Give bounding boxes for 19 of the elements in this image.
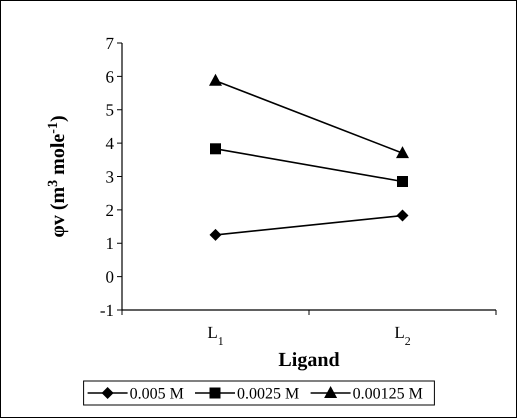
y-tick-label: 4	[106, 134, 114, 154]
y-tick-label: 2	[106, 200, 114, 220]
point	[397, 176, 408, 188]
legend-label: 0.0025 M	[237, 386, 300, 403]
legend-label: 0.005 M	[130, 386, 184, 403]
y-tick-label: 1	[106, 234, 114, 254]
y-tick-label: 7	[106, 34, 114, 53]
x-tick-label: L$_{1}$	[207, 323, 224, 348]
point	[210, 228, 222, 241]
x-tick-label: L$_{2}$	[394, 323, 411, 348]
point	[210, 143, 221, 154]
y-tick-label: 6	[106, 67, 114, 86]
y-tick-label: 5	[106, 100, 114, 120]
y-tick-label: -1	[100, 300, 114, 320]
y-tick-label: 3	[106, 167, 114, 186]
x-axis-title: Ligand	[278, 349, 340, 371]
legend-label: 0.00125 M	[352, 386, 423, 403]
y-tick-label: 0	[106, 268, 114, 287]
point	[396, 210, 408, 222]
